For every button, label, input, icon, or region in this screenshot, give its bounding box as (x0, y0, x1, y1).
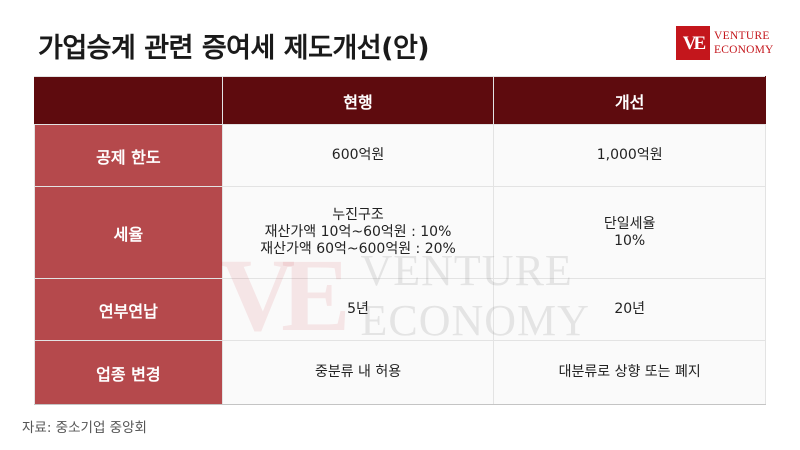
table-header-row: 현행 개선 (34, 76, 766, 125)
header-improved: 개선 (493, 76, 766, 125)
row-label-tax-rate: 세율 (34, 186, 223, 279)
header-current: 현행 (221, 76, 495, 125)
source-note: 자료: 중소기업 중앙회 (22, 420, 147, 436)
page-title: 가업승계 관련 증여세 제도개선(안) (38, 33, 430, 64)
cell-improved: 단일세율 10% (493, 186, 766, 279)
table-row: 연부연납 5년 20년 (34, 278, 766, 341)
logo-wordmark: VENTURE ECONOMY (714, 30, 774, 56)
cell-improved: 20년 (493, 278, 766, 341)
venture-economy-logo: VE VENTURE ECONOMY (676, 26, 774, 60)
header-corner (34, 76, 223, 125)
row-label-installment: 연부연납 (34, 278, 223, 341)
cell-current: 중분류 내 허용 (221, 340, 495, 405)
table-row: 세율 누진구조 재산가액 10억~60억원 : 10% 재산가액 60억~600… (34, 186, 766, 279)
row-label-deduction-limit: 공제 한도 (34, 124, 223, 187)
cell-current: 5년 (221, 278, 495, 341)
comparison-table: 현행 개선 공제 한도 600억원 1,000억원 세율 누진구조 재산가액 1… (34, 76, 766, 405)
cell-current: 600억원 (221, 124, 495, 187)
cell-improved: 대분류로 상향 또는 폐지 (493, 340, 766, 405)
cell-current: 누진구조 재산가액 10억~60억원 : 10% 재산가액 60억~600억원 … (221, 186, 495, 279)
table-row: 업종 변경 중분류 내 허용 대분류로 상향 또는 폐지 (34, 340, 766, 405)
row-label-business-change: 업종 변경 (34, 340, 223, 405)
table-row: 공제 한도 600억원 1,000억원 (34, 124, 766, 187)
logo-mark: VE (676, 26, 710, 60)
cell-improved: 1,000억원 (493, 124, 766, 187)
